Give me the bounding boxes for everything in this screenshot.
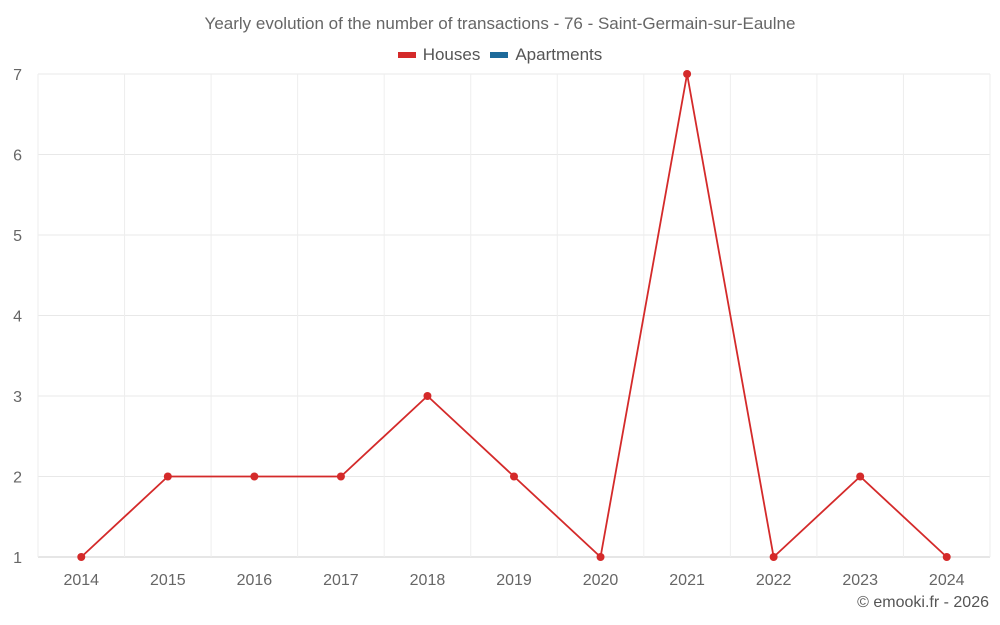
- x-tick-label: 2017: [323, 572, 359, 589]
- y-tick-label: 3: [13, 389, 22, 406]
- data-point-houses-2020[interactable]: [596, 553, 605, 561]
- x-tick-label: 2021: [669, 572, 705, 589]
- x-axis-ticks: 2014 2015 2016 2017 2018 2019 2020 2021 2022 2023…: [63, 572, 964, 589]
- legend-label-houses: Houses: [422, 45, 481, 64]
- legend-item-apartments[interactable]: Apartments: [490, 45, 602, 65]
- data-point-houses-2019[interactable]: [510, 472, 518, 481]
- x-tick-label: 2020: [583, 572, 619, 589]
- data-point-houses-2017[interactable]: [336, 472, 345, 481]
- y-axis-ticks: 1 2 3 4 5 6 7: [13, 67, 22, 567]
- data-point-houses-2014[interactable]: [77, 553, 86, 561]
- chart-legend: Houses Apartments: [0, 45, 1000, 65]
- x-tick-label: 2023: [842, 572, 878, 589]
- data-point-houses-2022[interactable]: [769, 553, 778, 561]
- x-tick-label: 2019: [496, 572, 532, 589]
- legend-label-apartments: Apartments: [515, 45, 603, 64]
- data-point-houses-2015[interactable]: [163, 472, 172, 481]
- data-point-houses-2021[interactable]: [683, 70, 692, 78]
- x-tick-label: 2018: [410, 572, 446, 589]
- data-point-houses-2024[interactable]: [942, 553, 951, 561]
- y-tick-label: 2: [13, 470, 22, 487]
- legend-swatch-houses: [397, 52, 416, 58]
- data-point-houses-2016[interactable]: [250, 472, 259, 481]
- x-tick-label: 2024: [929, 572, 965, 589]
- x-tick-label: 2016: [237, 572, 273, 589]
- grid-lines: [37, 73, 991, 558]
- x-tick-label: 2022: [756, 572, 792, 589]
- chart-title: Yearly evolution of the number of transa…: [204, 14, 796, 33]
- y-tick-label: 5: [13, 228, 22, 245]
- y-tick-label: 4: [13, 309, 22, 326]
- x-tick-label: 2014: [63, 572, 99, 589]
- series-points: [77, 70, 951, 561]
- copyright-footer: © emooki.fr - 2026: [857, 594, 989, 611]
- y-tick-label: 6: [13, 148, 22, 165]
- legend-item-houses[interactable]: Houses: [397, 45, 481, 65]
- x-tick-label: 2015: [150, 572, 186, 589]
- data-point-houses-2023[interactable]: [856, 472, 865, 481]
- y-tick-label: 7: [13, 67, 22, 84]
- legend-swatch-apartments: [490, 52, 509, 58]
- data-point-houses-2018[interactable]: [423, 392, 432, 400]
- y-tick-label: 1: [13, 550, 22, 567]
